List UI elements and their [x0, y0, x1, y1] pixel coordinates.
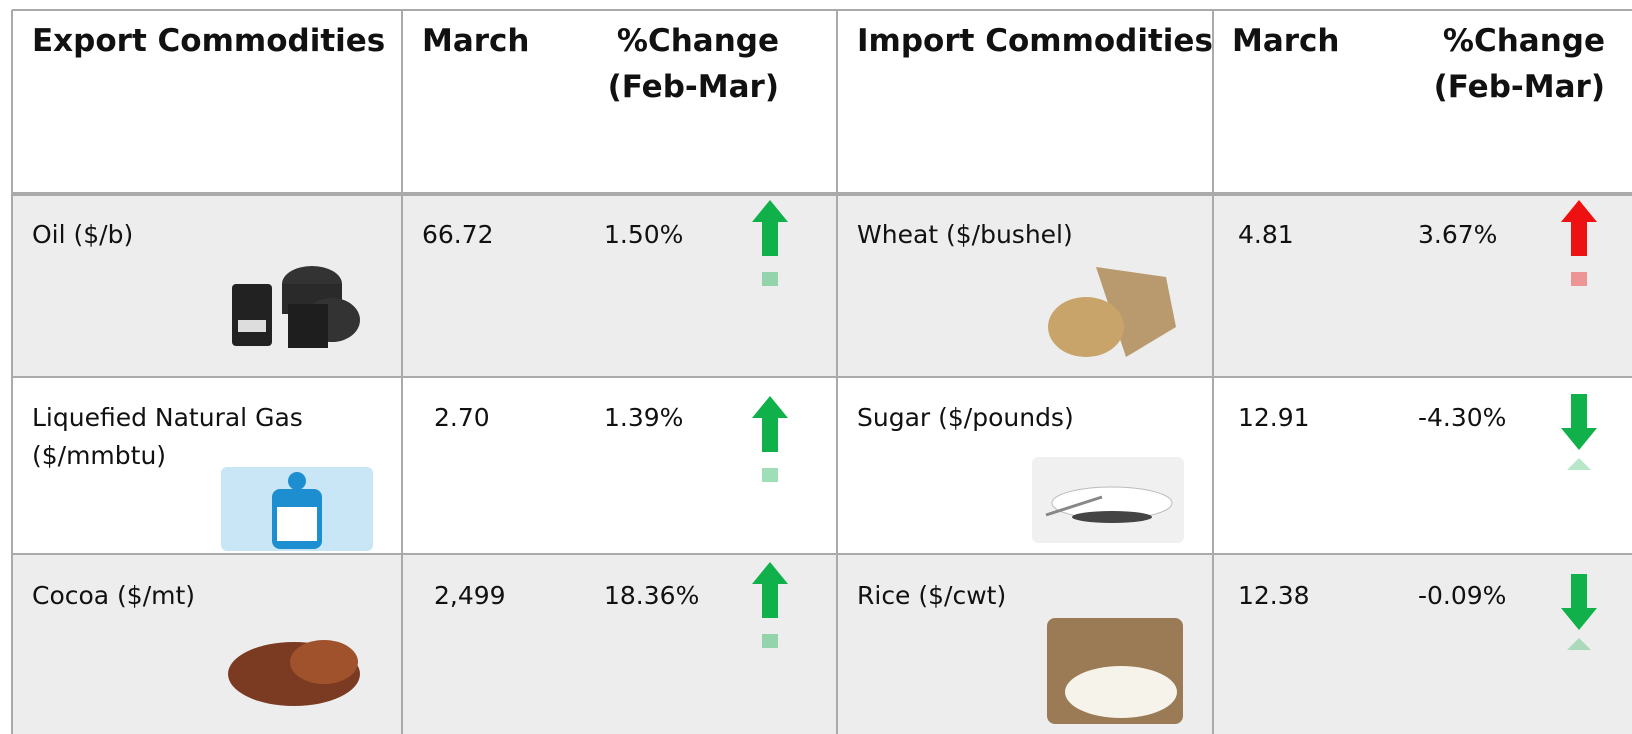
percent-change: 3.67%: [1418, 216, 1497, 254]
commodity-name: Rice ($/cwt): [857, 577, 1006, 615]
arrow-up: [752, 200, 788, 292]
commodity-name: Sugar ($/pounds): [857, 399, 1074, 437]
sugar-icon: [1032, 457, 1184, 543]
march-price: 4.81: [1238, 216, 1294, 254]
march-price: 12.38: [1238, 577, 1310, 615]
cocoa-icon: [224, 624, 372, 716]
march-price: 12.91: [1238, 399, 1310, 437]
column-header: March: [422, 18, 530, 64]
march-price: 66.72: [422, 216, 494, 254]
commodity-name: Wheat ($/bushel): [857, 216, 1073, 254]
percent-change: -4.30%: [1418, 399, 1506, 437]
arrow-down: [1561, 394, 1597, 474]
border: [836, 10, 838, 734]
table-screenshot: Export Commodities March %Change (Feb-Mar)…: [0, 0, 1632, 734]
column-header: Import Commodities: [857, 18, 1213, 64]
wheat-icon: [1046, 257, 1182, 367]
border: [401, 10, 403, 734]
border: [12, 553, 1632, 555]
percent-change: 1.50%: [604, 216, 683, 254]
march-price: 2,499: [434, 577, 506, 615]
commodity-name: Liquefied Natural Gas ($/mmbtu): [32, 399, 332, 475]
border: [11, 10, 13, 734]
commodity-name: Cocoa ($/mt): [32, 577, 332, 615]
arrow-up: [1561, 200, 1597, 292]
percent-change: 18.36%: [604, 577, 699, 615]
march-price: 2.70: [434, 399, 490, 437]
gas-icon: [221, 467, 373, 551]
arrow-up: [752, 562, 788, 654]
border: [12, 9, 1632, 11]
rice-icon: [1047, 618, 1183, 724]
column-header: %Change (Feb-Mar): [604, 18, 779, 110]
column-header: Export Commodities: [32, 18, 385, 64]
commodity-name: Oil ($/b): [32, 216, 332, 254]
percent-change: 1.39%: [604, 399, 683, 437]
arrow-down: [1561, 574, 1597, 654]
arrow-up: [752, 396, 788, 488]
column-header: %Change (Feb-Mar): [1430, 18, 1605, 110]
border: [1212, 10, 1214, 734]
percent-change: -0.09%: [1418, 577, 1506, 615]
oil-barrels-icon: [222, 262, 372, 362]
border: [12, 192, 1632, 196]
border: [12, 376, 1632, 378]
column-header: March: [1232, 18, 1340, 64]
